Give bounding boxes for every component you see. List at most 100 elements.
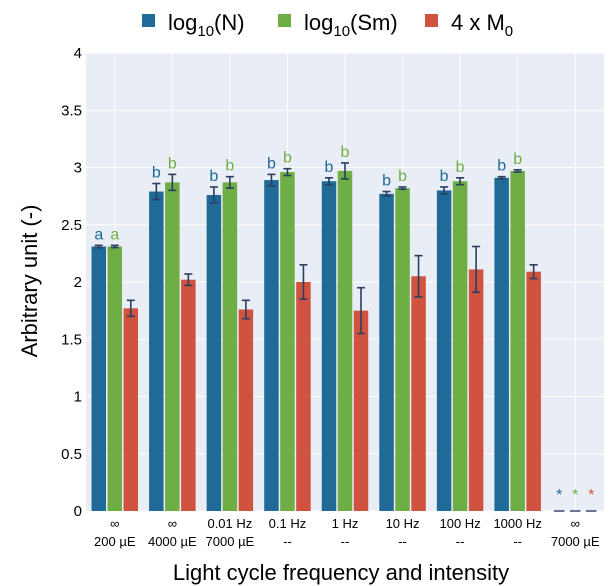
- y-axis-title: Arbitrary unit (-): [17, 205, 42, 358]
- x-tick-label-frequency: 0.01 Hz: [207, 516, 252, 531]
- y-tick-label: 1: [74, 389, 82, 406]
- error-bar: [283, 167, 292, 177]
- error-bar: [497, 175, 506, 180]
- x-tick-label-intensity: 7000 µE: [551, 534, 600, 549]
- legend-label: 4 x M0: [451, 10, 513, 40]
- error-bar: [382, 190, 391, 197]
- bar: [452, 181, 468, 512]
- x-tick-label-intensity: 7000 µE: [206, 534, 255, 549]
- legend-swatch: [425, 14, 438, 27]
- bar: [238, 309, 254, 511]
- bar: [264, 180, 279, 511]
- legend-swatch: [142, 14, 155, 27]
- y-tick-label: 4: [74, 45, 82, 62]
- y-axis-ticks: 0 0.5 1 1.5 2 2.5 3 3.5 4: [61, 45, 82, 520]
- y-tick-label: 1.5: [61, 331, 82, 348]
- x-tick-label-intensity: 4000 µE: [148, 534, 197, 549]
- legend-swatch: [278, 14, 291, 27]
- significance-label: b: [225, 158, 234, 175]
- x-tick-label-intensity: 200 µE: [94, 534, 136, 549]
- x-tick-label-intensity: --: [341, 534, 350, 549]
- significance-label: b: [152, 165, 161, 182]
- bar: [510, 170, 525, 511]
- error-bar: [357, 286, 365, 335]
- bars: ab bb bb bb*ab b b bbb b* *: [91, 144, 597, 512]
- error-bar: [241, 299, 250, 320]
- significance-label: b: [440, 168, 449, 185]
- bar: [526, 271, 541, 511]
- significance-label: b: [456, 159, 465, 176]
- error-bar: [513, 168, 522, 173]
- bar: [494, 177, 509, 511]
- significance-label: b: [382, 173, 391, 190]
- y-tick-label: 3.5: [61, 102, 82, 119]
- x-tick-label-intensity: --: [283, 534, 292, 549]
- error-bar: [225, 175, 234, 189]
- bar: [222, 182, 238, 511]
- bar: [91, 246, 107, 511]
- error-bar: [110, 244, 119, 249]
- x-tick-label-intensity: --: [513, 534, 522, 549]
- x-axis-ticks: ∞ 200 µE ∞ 4000 µE 0.01 Hz 7000 µE 0.1 Hz -- 1 H…: [94, 516, 600, 549]
- legend-label: log10(N): [168, 10, 245, 40]
- bar: [379, 193, 394, 511]
- x-tick-label-frequency: ∞: [110, 516, 119, 531]
- error-bar: [414, 254, 423, 298]
- significance-label: b: [168, 155, 177, 172]
- x-tick-label-frequency: ∞: [571, 516, 580, 531]
- bar: [337, 170, 353, 511]
- x-axis-title: Light cycle frequency and intensity: [173, 560, 509, 585]
- significance-label: b: [497, 158, 506, 175]
- bar: [395, 188, 410, 512]
- significance-label: *: [556, 487, 562, 504]
- error-bar: [456, 177, 465, 186]
- error-bar: [126, 299, 135, 318]
- legend-item: log10(Sm): [278, 10, 398, 40]
- error-bar: [267, 173, 276, 187]
- bar: [107, 246, 123, 511]
- error-bar: [152, 182, 161, 201]
- significance-label: b: [325, 159, 334, 176]
- x-tick-label-frequency: 100 Hz: [440, 516, 481, 531]
- bar: [206, 194, 222, 512]
- error-bar: [472, 245, 481, 294]
- x-tick-label-frequency: 0.1 Hz: [269, 516, 307, 531]
- y-tick-label: 0.5: [61, 446, 82, 463]
- bar: [149, 191, 164, 512]
- x-tick-label-frequency: ∞: [168, 516, 177, 531]
- bar: [296, 282, 311, 511]
- error-bar: [398, 186, 407, 191]
- y-tick-label: 3: [74, 160, 82, 177]
- significance-label: b: [341, 144, 350, 161]
- error-bar: [94, 244, 103, 249]
- significance-label: *: [572, 487, 578, 504]
- bar: [468, 269, 484, 511]
- legend-item: 4 x M0: [425, 10, 513, 40]
- significance-label: b: [398, 168, 407, 185]
- bar: [411, 276, 426, 511]
- x-tick-label-frequency: 1000 Hz: [493, 516, 541, 531]
- error-bar: [529, 264, 538, 280]
- bar: [165, 182, 180, 511]
- significance-label: b: [209, 168, 218, 185]
- y-tick-label: 0: [74, 503, 82, 520]
- bar: [123, 308, 139, 511]
- bar: [321, 181, 337, 512]
- x-tick-label-intensity: --: [398, 534, 407, 549]
- legend: log10(N) log10(Sm) 4 x M0: [142, 10, 513, 40]
- error-bar: [299, 264, 308, 300]
- error-bar: [341, 162, 349, 180]
- significance-label: b: [513, 151, 522, 168]
- y-tick-label: 2: [74, 274, 82, 291]
- x-tick-label-frequency: 10 Hz: [386, 516, 420, 531]
- legend-item: log10(N): [142, 10, 245, 40]
- y-tick-label: 2.5: [61, 217, 82, 234]
- significance-label: b: [283, 150, 292, 167]
- error-bar: [209, 186, 218, 204]
- bar: [353, 310, 369, 511]
- significance-label: b: [267, 155, 276, 172]
- bar: [280, 172, 295, 511]
- significance-label: *: [588, 487, 594, 504]
- significance-label: a: [94, 226, 103, 243]
- bar: [181, 279, 196, 511]
